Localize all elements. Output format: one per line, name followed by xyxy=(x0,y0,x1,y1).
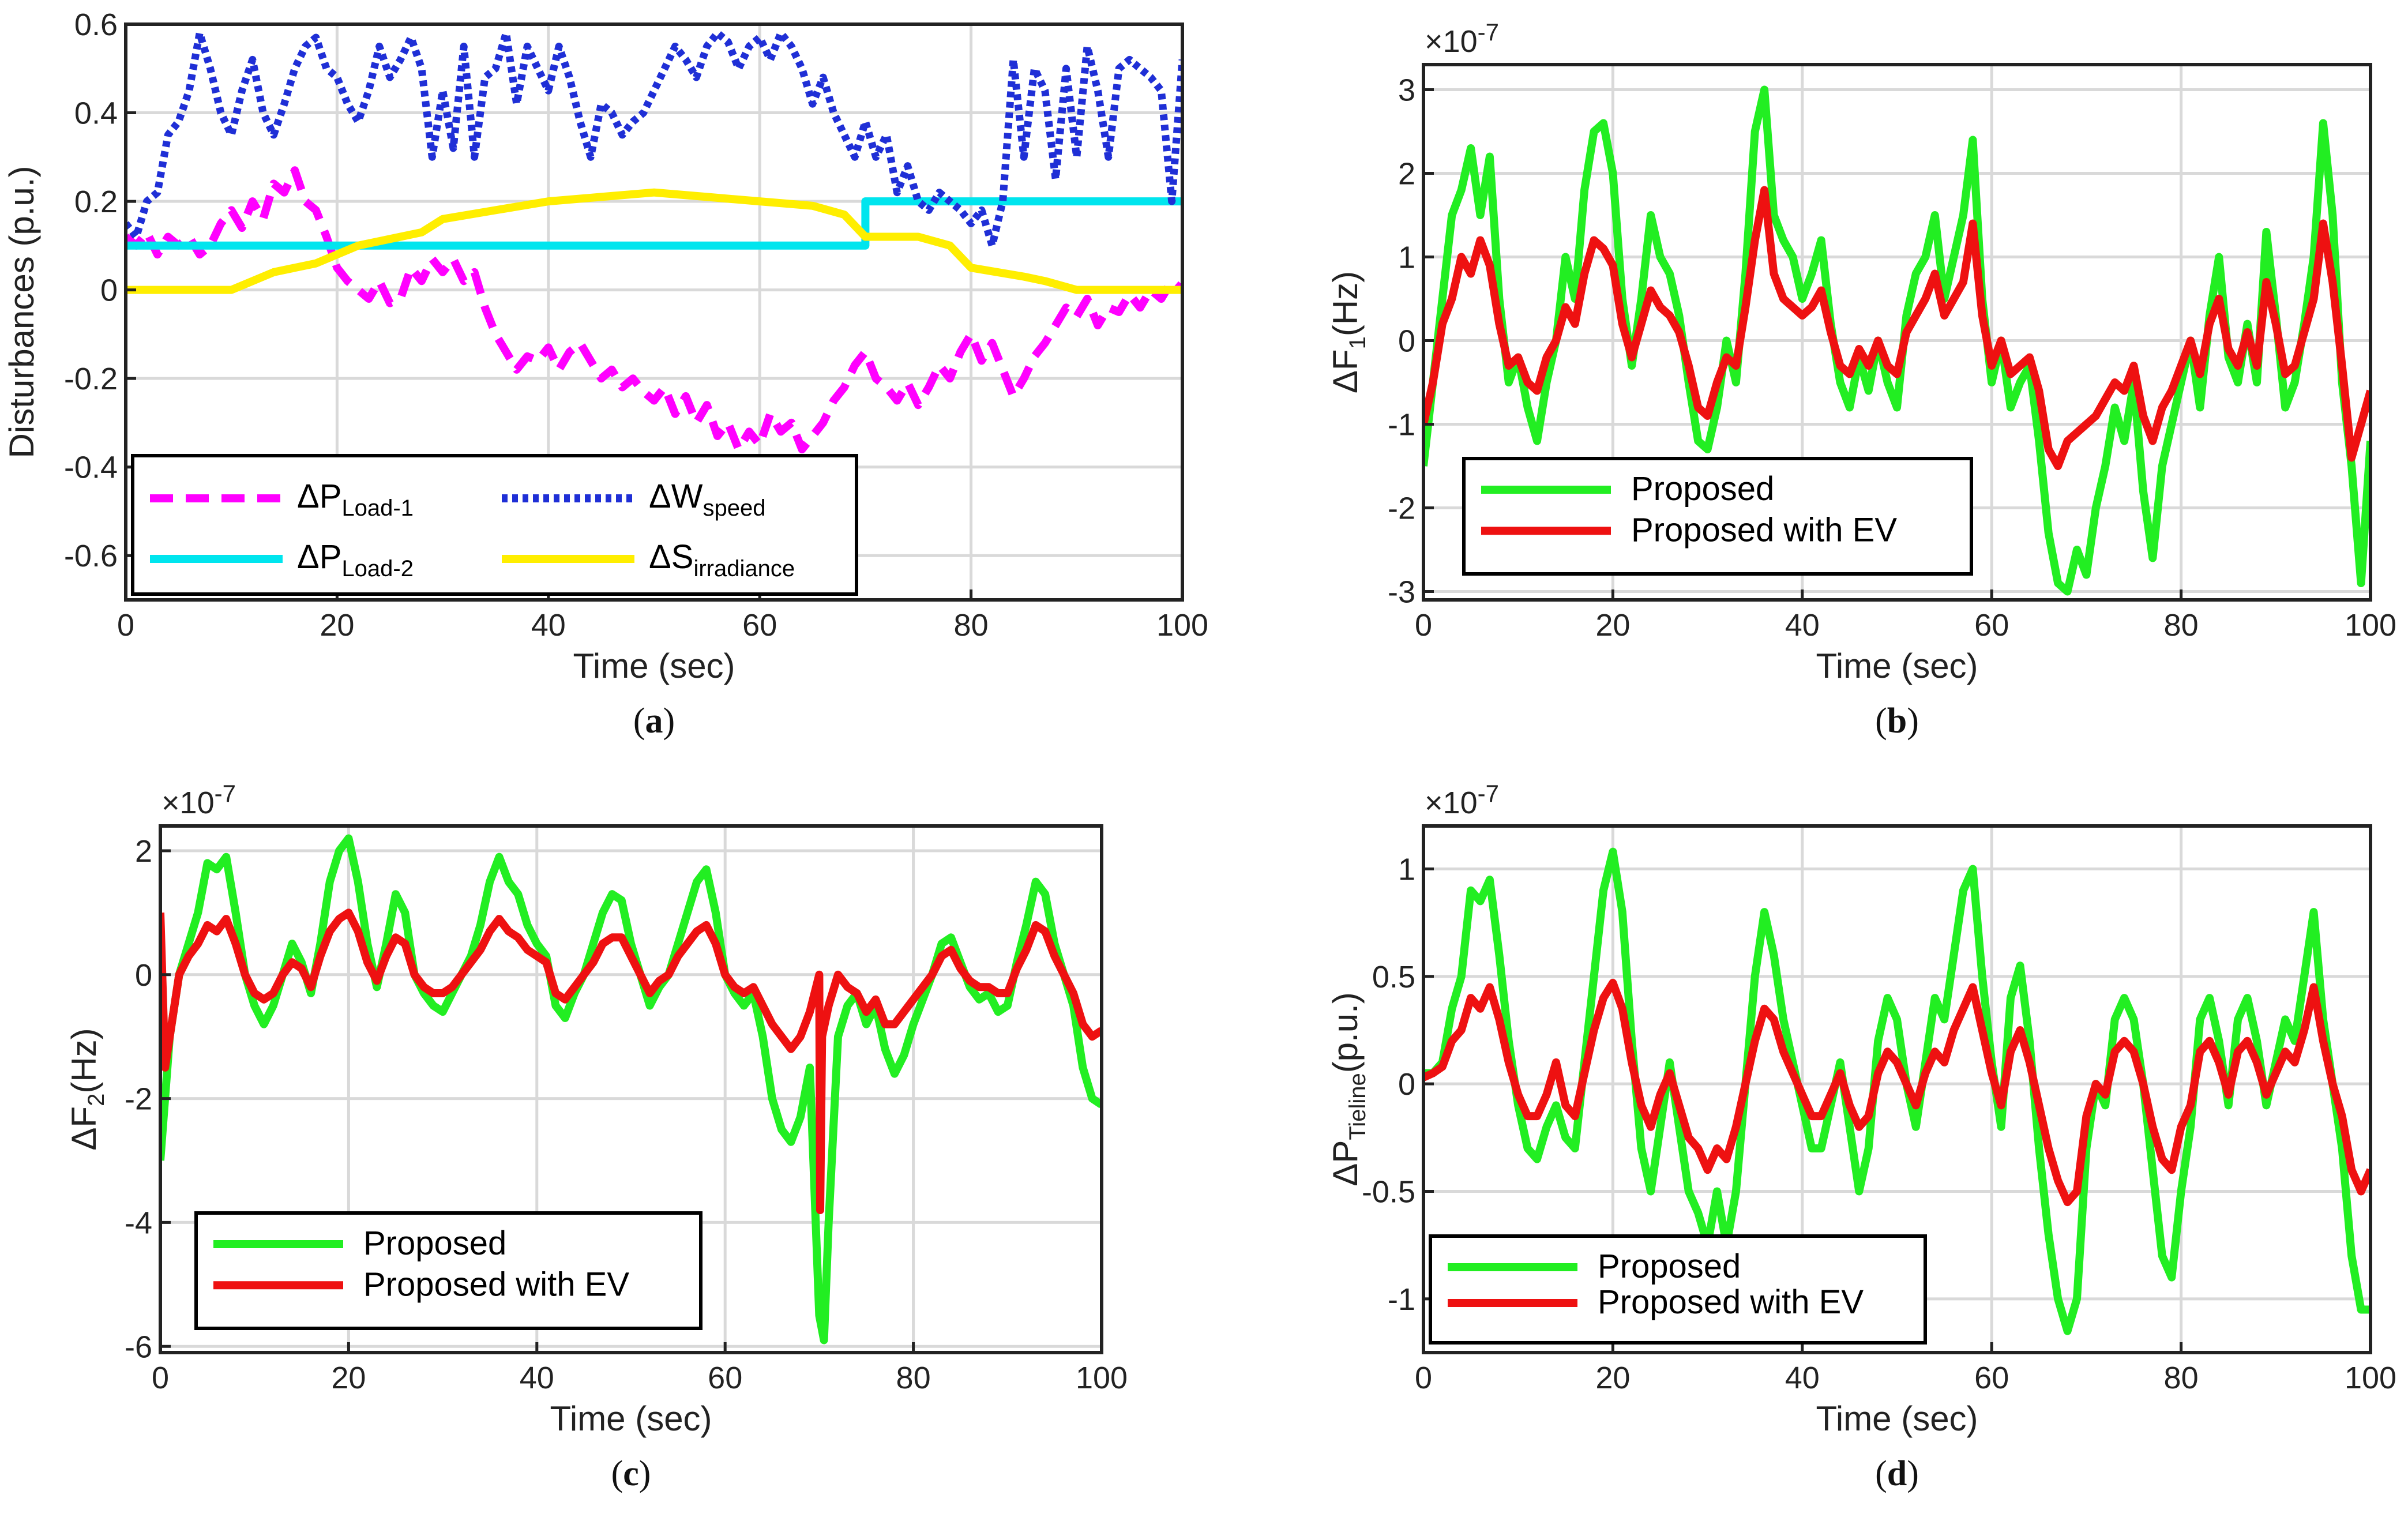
legend-label: ΔPLoad-2 xyxy=(297,538,414,581)
series-line-c-1 xyxy=(160,908,1102,1214)
x-tick-label: 0 xyxy=(117,608,134,643)
chart-panel-c: 0 20 40 60 80 100 -6 -4 -2 0 2 Time (sec) ΔF2(Hz) ×10… xyxy=(65,780,1128,1493)
series-group-a xyxy=(126,29,1182,453)
x-axis-label: Time (sec) xyxy=(573,647,735,685)
legend-label: Proposed with EV xyxy=(1598,1283,1864,1321)
y-tick-label: 0.6 xyxy=(74,7,118,42)
series-line-d-1 xyxy=(1423,979,2371,1207)
y-tick-label: 1 xyxy=(1398,852,1415,887)
x-tick-label: 40 xyxy=(520,1361,554,1395)
legend-label: ΔSirradiance xyxy=(649,538,795,581)
y-tick-label: -0.5 xyxy=(1362,1175,1415,1210)
panel-caption: (a) xyxy=(633,701,675,741)
y-tick-label: -0.2 xyxy=(64,362,118,396)
x-tick-label: 0 xyxy=(152,1361,169,1395)
chart-panel-a: 0 20 40 60 80 100 -0.6 -0.4 -0.2 0 0.2 0.4 0.6 Time (… xyxy=(2,7,1208,741)
x-tick-label: 80 xyxy=(2164,1361,2199,1395)
y-tick-label: 0.5 xyxy=(1372,960,1415,994)
x-axis-label: Time (sec) xyxy=(1816,647,1978,685)
x-tick-label: 20 xyxy=(1595,608,1630,643)
axes-box-b xyxy=(1422,63,2372,602)
series-line-a-2 xyxy=(126,29,1182,250)
y-tick-label: -0.4 xyxy=(64,450,118,485)
axis-exponent-label: ×10-7 xyxy=(1425,18,1499,59)
x-tick-label: 40 xyxy=(531,608,566,643)
x-tick-label: 100 xyxy=(2345,608,2396,643)
y-tick-label: -2 xyxy=(1388,491,1415,526)
series-line-a-1 xyxy=(126,197,1182,250)
y-tick-label: -1 xyxy=(1388,408,1415,442)
axes-box-a xyxy=(124,22,1184,602)
y-tick-label: 0 xyxy=(135,958,152,993)
x-tick-label: 0 xyxy=(1415,1361,1432,1395)
series-line-b-0 xyxy=(1423,85,2371,596)
x-tick-label: 20 xyxy=(1595,1361,1630,1395)
legend-label: Proposed xyxy=(363,1225,506,1262)
y-tick-label: 0.2 xyxy=(74,185,118,219)
panel-caption: (d) xyxy=(1875,1454,1919,1493)
series-group-b xyxy=(1423,85,2371,596)
x-tick-label: 60 xyxy=(1974,1361,2009,1395)
x-tick-label: 80 xyxy=(896,1361,931,1395)
y-axis-label: ΔF1(Hz) xyxy=(1326,271,1370,393)
x-axis-label: Time (sec) xyxy=(550,1399,712,1438)
y-axis-label: Disturbances (p.u.) xyxy=(2,166,41,459)
x-tick-label: 0 xyxy=(1415,608,1432,643)
x-tick-label: 40 xyxy=(1785,1361,1820,1395)
axis-exponent-label: ×10-7 xyxy=(1425,780,1499,820)
legend-label: Proposed with EV xyxy=(363,1265,629,1303)
chart-panel-b: 0 20 40 60 80 100 -3 -2 -1 0 1 2 3 Time (sec) ΔF1(Hz) ×… xyxy=(1326,18,2396,741)
y-tick-label: -4 xyxy=(125,1205,152,1240)
axes-box-c xyxy=(159,824,1103,1354)
legend-a: ΔPLoad-1 ΔPLoad-2 ΔWspeed ΔSirradiance xyxy=(131,454,858,596)
x-tick-label: 100 xyxy=(1156,608,1208,643)
y-tick-label: -6 xyxy=(125,1330,152,1364)
x-tick-label: 80 xyxy=(2164,608,2199,643)
x-tick-label: 40 xyxy=(1785,608,1820,643)
x-tick-label: 20 xyxy=(331,1361,366,1395)
x-tick-label: 60 xyxy=(1974,608,2009,643)
y-tick-label: -2 xyxy=(125,1082,152,1117)
x-tick-label: 100 xyxy=(1076,1361,1128,1395)
x-tick-label: 100 xyxy=(2345,1361,2396,1395)
series-line-a-3 xyxy=(126,188,1182,294)
legend-label: Proposed xyxy=(1631,470,1774,508)
y-tick-label: -1 xyxy=(1388,1282,1415,1317)
y-tick-label: 0 xyxy=(100,273,118,308)
x-tick-label: 20 xyxy=(320,608,354,643)
y-tick-label: 0 xyxy=(1398,1067,1415,1102)
panel-caption: (c) xyxy=(611,1454,651,1493)
y-tick-label: 2 xyxy=(1398,157,1415,191)
series-group-c xyxy=(160,834,1102,1345)
x-tick-label: 60 xyxy=(742,608,777,643)
axes-box-d xyxy=(1422,824,2372,1354)
legend-label: Proposed with EV xyxy=(1631,511,1897,549)
series-line-b-1 xyxy=(1423,186,2371,470)
x-tick-label: 60 xyxy=(708,1361,742,1395)
x-tick-label: 80 xyxy=(954,608,989,643)
legend-label: ΔPLoad-1 xyxy=(297,478,414,521)
series-group-d xyxy=(1423,847,2371,1335)
y-tick-label: -3 xyxy=(1388,575,1415,610)
series-line-a-0 xyxy=(126,166,1182,453)
y-tick-label: 0 xyxy=(1398,324,1415,359)
x-axis-label: Time (sec) xyxy=(1816,1399,1978,1438)
legend-label: Proposed xyxy=(1598,1248,1741,1285)
y-axis-label: ΔPTieline(p.u.) xyxy=(1326,992,1370,1186)
legend-label: ΔWspeed xyxy=(649,478,765,521)
y-tick-label: 1 xyxy=(1398,241,1415,275)
y-tick-label: -0.6 xyxy=(64,539,118,573)
y-tick-label: 3 xyxy=(1398,73,1415,108)
axis-exponent-label: ×10-7 xyxy=(161,780,236,820)
y-tick-label: 2 xyxy=(135,834,152,869)
y-tick-label: 0.4 xyxy=(74,96,118,131)
chart-panel-d: 0 20 40 60 80 100 -1 -0.5 0 0.5 1 Time (sec) ΔPTieli… xyxy=(1326,780,2396,1493)
y-axis-label: ΔF2(Hz) xyxy=(65,1028,109,1150)
panel-caption: (b) xyxy=(1875,701,1919,741)
